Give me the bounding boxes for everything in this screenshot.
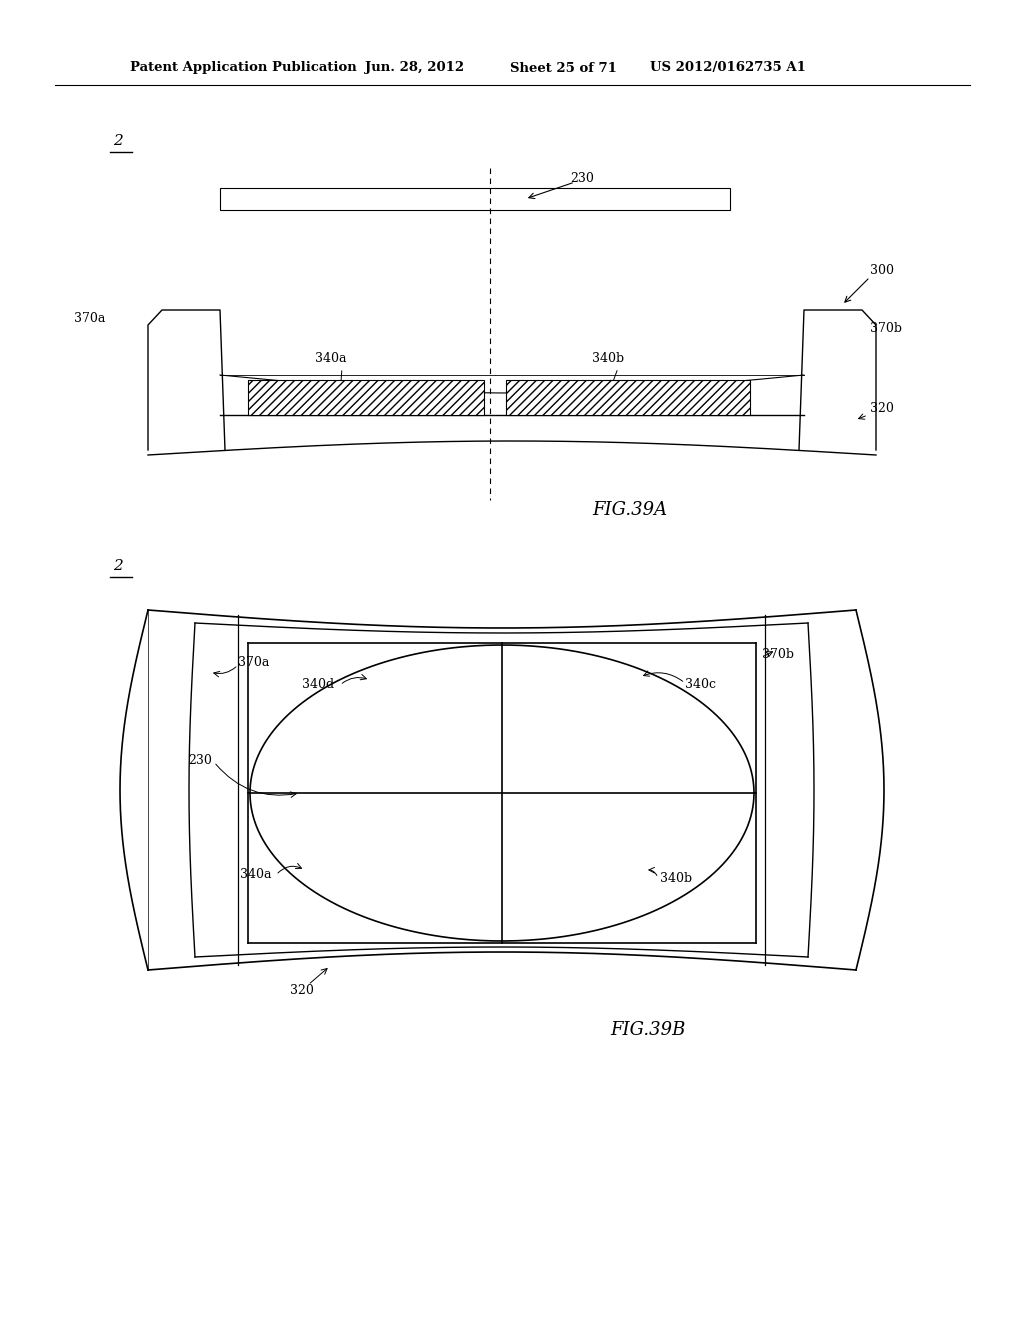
Text: 2: 2 — [113, 135, 123, 148]
Bar — [506, 380, 750, 414]
Text: 2: 2 — [113, 558, 123, 573]
Text: 340b: 340b — [592, 351, 624, 364]
Text: 340d: 340d — [302, 678, 334, 692]
Text: FIG.39B: FIG.39B — [610, 1020, 686, 1039]
Bar — [248, 380, 484, 414]
Text: 300: 300 — [870, 264, 894, 276]
Polygon shape — [799, 310, 876, 450]
Text: 340a: 340a — [240, 869, 271, 882]
Text: 230: 230 — [188, 754, 212, 767]
Text: 340b: 340b — [660, 871, 692, 884]
Text: 370a: 370a — [238, 656, 269, 668]
Polygon shape — [148, 310, 225, 450]
Text: 340c: 340c — [685, 678, 716, 692]
Text: 230: 230 — [570, 172, 594, 185]
Text: 370b: 370b — [762, 648, 794, 661]
Text: 370a: 370a — [74, 312, 105, 325]
Text: US 2012/0162735 A1: US 2012/0162735 A1 — [650, 62, 806, 74]
Text: 370b: 370b — [870, 322, 902, 334]
Text: Sheet 25 of 71: Sheet 25 of 71 — [510, 62, 616, 74]
Text: 320: 320 — [290, 983, 314, 997]
Text: 320: 320 — [870, 401, 894, 414]
Text: 340a: 340a — [315, 351, 346, 364]
Text: Patent Application Publication: Patent Application Publication — [130, 62, 356, 74]
Text: FIG.39A: FIG.39A — [593, 502, 668, 519]
Text: Jun. 28, 2012: Jun. 28, 2012 — [365, 62, 464, 74]
Bar — [220, 187, 730, 210]
